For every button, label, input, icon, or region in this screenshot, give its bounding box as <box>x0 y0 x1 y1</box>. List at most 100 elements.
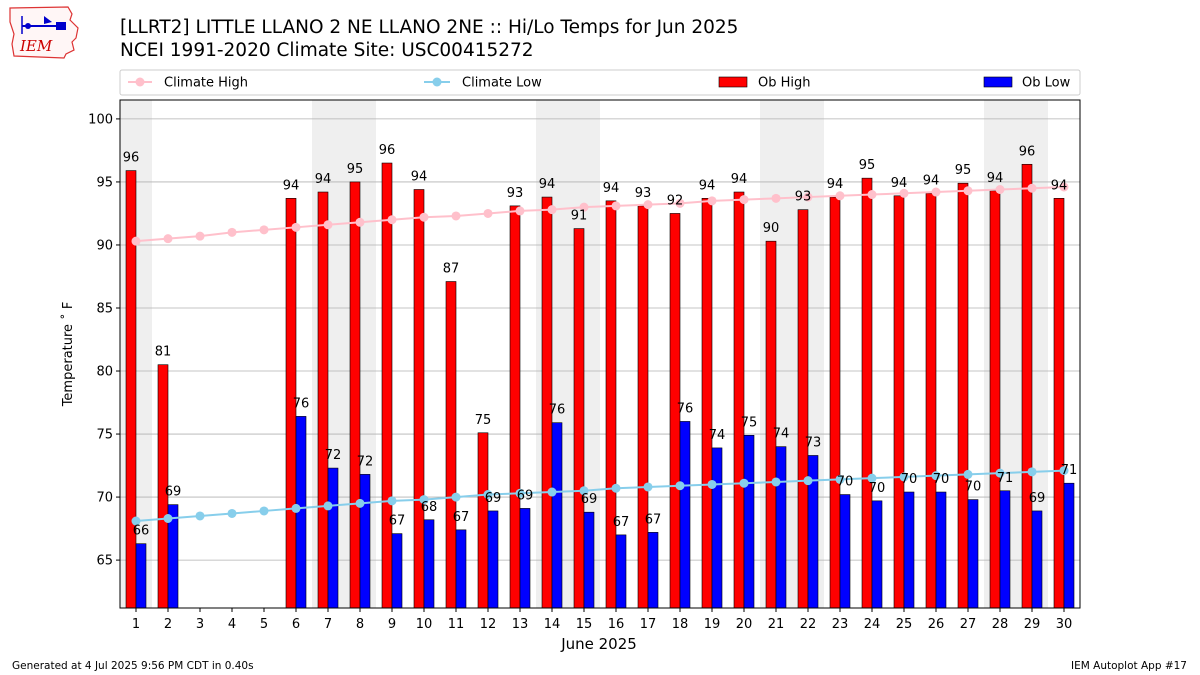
ob-high-label-23: 94 <box>827 177 844 192</box>
x-tick-label-22: 22 <box>800 617 817 632</box>
x-tick-label-20: 20 <box>736 617 753 632</box>
x-tick-label-15: 15 <box>576 617 593 632</box>
climate-low-point-1 <box>131 516 141 526</box>
climate-high-point-2 <box>163 234 173 244</box>
ob-high-label-8: 95 <box>347 162 364 177</box>
ob-high-label-20: 94 <box>731 172 748 187</box>
legend-climate-high-marker <box>135 77 145 87</box>
climate-low-point-7 <box>323 501 333 511</box>
climate-high-point-21 <box>771 193 781 203</box>
x-tick-label-8: 8 <box>356 617 364 632</box>
ob-low-label-26: 70 <box>933 472 950 487</box>
ob-low-bar-28 <box>999 490 1011 609</box>
ob-high-label-25: 94 <box>891 176 908 191</box>
ob-high-bar-23 <box>829 196 841 609</box>
ob-high-label-28: 94 <box>987 171 1004 186</box>
climate-low-point-16 <box>611 483 621 493</box>
ob-high-label-2: 81 <box>155 345 172 360</box>
ob-low-label-10: 68 <box>421 500 438 515</box>
x-tick-label-10: 10 <box>416 617 433 632</box>
x-axis-label: June 2025 <box>560 635 637 653</box>
x-tick-label-16: 16 <box>608 617 625 632</box>
ob-high-bar-1 <box>125 170 137 609</box>
ob-low-label-16: 67 <box>613 515 630 530</box>
ob-high-bar-25 <box>893 195 905 609</box>
ob-high-label-1: 96 <box>123 151 140 166</box>
ob-high-label-18: 92 <box>667 193 684 208</box>
legend-climate-high-label: Climate High <box>164 76 248 91</box>
climate-low-point-22 <box>803 476 813 486</box>
ob-low-bar-9 <box>391 533 403 609</box>
ob-low-label-22: 73 <box>805 435 822 450</box>
ob-high-bar-8 <box>349 181 361 609</box>
ob-low-bar-7 <box>327 467 339 609</box>
app-credit: IEM Autoplot App #17 <box>1071 660 1187 672</box>
climate-high-point-28 <box>995 184 1005 194</box>
ob-low-label-14: 76 <box>549 403 566 418</box>
bars <box>125 162 1075 609</box>
ob-low-bar-10 <box>423 519 435 609</box>
ob-high-label-15: 91 <box>571 209 588 224</box>
ob-high-label-13: 93 <box>507 186 524 201</box>
climate-high-point-8 <box>355 217 365 227</box>
climate-high-point-27 <box>963 186 973 196</box>
ob-low-bar-26 <box>935 491 947 609</box>
ob-low-bar-13 <box>519 508 531 609</box>
ob-low-bar-20 <box>743 435 755 609</box>
ob-low-bar-27 <box>967 499 979 609</box>
climate-low-point-28 <box>995 468 1005 478</box>
ob-low-bar-25 <box>903 491 915 609</box>
climate-high-point-14 <box>547 205 557 215</box>
climate-low-point-26 <box>931 471 941 481</box>
x-tick-label-4: 4 <box>228 617 236 632</box>
climate-low-point-23 <box>835 474 845 484</box>
ob-low-label-2: 69 <box>165 485 182 500</box>
grid-lines <box>120 118 1080 561</box>
climate-low-point-8 <box>355 498 365 508</box>
climate-high-point-11 <box>451 211 461 221</box>
logo-text: IEM <box>19 37 53 55</box>
ob-high-bar-10 <box>413 189 425 609</box>
legend-ob-low-swatch <box>983 76 1013 88</box>
ob-high-bar-30 <box>1053 198 1065 609</box>
ob-high-bar-11 <box>445 281 457 609</box>
y-tick-label-95: 95 <box>96 175 113 190</box>
ob-high-bar-7 <box>317 191 329 609</box>
x-tick-label-9: 9 <box>388 617 396 632</box>
ob-low-label-28: 71 <box>997 471 1014 486</box>
x-tick-label-19: 19 <box>704 617 721 632</box>
ob-high-label-26: 94 <box>923 173 940 188</box>
climate-low-point-27 <box>963 469 973 479</box>
climate-low-point-25 <box>899 472 909 482</box>
ob-low-label-20: 75 <box>741 415 758 430</box>
x-tick-label-27: 27 <box>960 617 977 632</box>
ob-low-bar-18 <box>679 421 691 609</box>
ob-low-label-6: 76 <box>293 396 310 411</box>
x-tick-label-1: 1 <box>132 617 140 632</box>
climate-high-point-6 <box>291 222 301 232</box>
chart-title: [LLRT2] LITTLE LLANO 2 NE LLANO 2NE :: H… <box>120 17 739 38</box>
x-tick-label-3: 3 <box>196 617 204 632</box>
ob-high-bar-22 <box>797 209 809 609</box>
climate-low-point-13 <box>515 488 525 498</box>
climate-low-point-2 <box>163 514 173 524</box>
climate-high-point-13 <box>515 206 525 216</box>
generated-timestamp: Generated at 4 Jul 2025 9:56 PM CDT in 0… <box>12 660 254 672</box>
chart-subtitle: NCEI 1991-2020 Climate Site: USC00415272 <box>120 40 534 61</box>
ob-low-label-18: 76 <box>677 401 694 416</box>
ob-low-bar-16 <box>615 534 627 609</box>
legend-ob-high-swatch <box>718 76 748 88</box>
x-tick-label-25: 25 <box>896 617 913 632</box>
ob-high-bar-16 <box>605 200 617 609</box>
climate-low-point-30 <box>1059 466 1069 476</box>
climate-high-point-10 <box>419 212 429 222</box>
ob-low-label-29: 69 <box>1029 491 1046 506</box>
climate-high-point-30 <box>1059 182 1069 192</box>
iem-logo: IEM <box>9 6 79 59</box>
climate-low-point-10 <box>419 495 429 505</box>
ob-high-bar-29 <box>1021 163 1033 609</box>
y-axis-label: Temperature ˚ F <box>60 302 76 408</box>
climate-high-point-3 <box>195 231 205 241</box>
ob-low-label-15: 69 <box>581 492 598 507</box>
